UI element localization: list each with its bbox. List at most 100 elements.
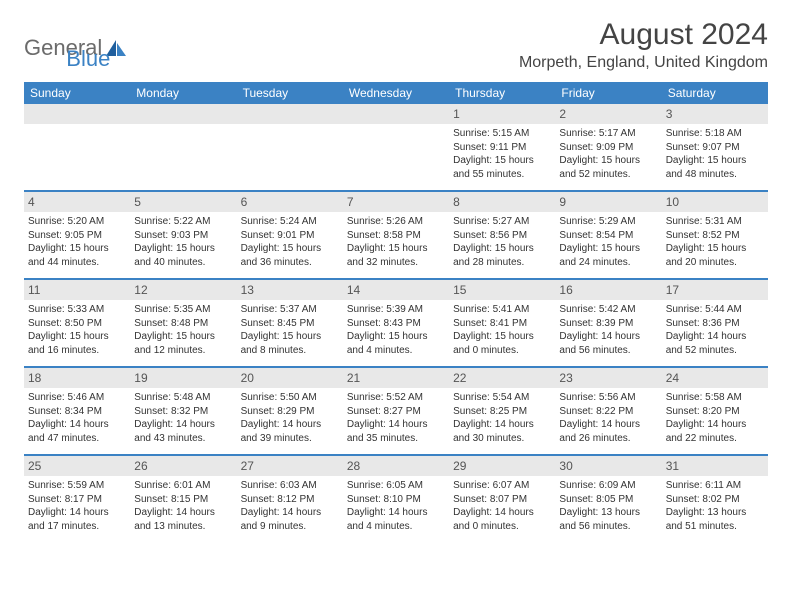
sunset-line: Sunset: 8:52 PM xyxy=(666,229,764,243)
day-cell: 7Sunrise: 5:26 AMSunset: 8:58 PMDaylight… xyxy=(343,192,449,278)
sunset-line: Sunset: 8:54 PM xyxy=(559,229,657,243)
sunrise-line: Sunrise: 5:48 AM xyxy=(134,391,232,405)
daylight-line: Daylight: 15 hours and 55 minutes. xyxy=(453,154,551,181)
sunrise-line: Sunrise: 5:44 AM xyxy=(666,303,764,317)
day-of-week-header: SundayMondayTuesdayWednesdayThursdayFrid… xyxy=(24,82,768,104)
sunrise-line: Sunrise: 5:50 AM xyxy=(241,391,339,405)
day-cell: 20Sunrise: 5:50 AMSunset: 8:29 PMDayligh… xyxy=(237,368,343,454)
sunrise-line: Sunrise: 5:54 AM xyxy=(453,391,551,405)
week-row: 18Sunrise: 5:46 AMSunset: 8:34 PMDayligh… xyxy=(24,368,768,454)
daylight-line: Daylight: 13 hours and 51 minutes. xyxy=(666,506,764,533)
logo: General Blue xyxy=(24,24,110,72)
header: General Blue August 2024 Morpeth, Englan… xyxy=(24,18,768,72)
day-cell: 13Sunrise: 5:37 AMSunset: 8:45 PMDayligh… xyxy=(237,280,343,366)
daylight-line: Daylight: 14 hours and 26 minutes. xyxy=(559,418,657,445)
day-cell: 2Sunrise: 5:17 AMSunset: 9:09 PMDaylight… xyxy=(555,104,661,190)
day-number: 27 xyxy=(237,456,343,476)
sunrise-line: Sunrise: 5:56 AM xyxy=(559,391,657,405)
day-cell: 11Sunrise: 5:33 AMSunset: 8:50 PMDayligh… xyxy=(24,280,130,366)
sunrise-line: Sunrise: 6:05 AM xyxy=(347,479,445,493)
daylight-line: Daylight: 14 hours and 43 minutes. xyxy=(134,418,232,445)
day-cell: 30Sunrise: 6:09 AMSunset: 8:05 PMDayligh… xyxy=(555,456,661,542)
sunset-line: Sunset: 9:07 PM xyxy=(666,141,764,155)
dow-cell: Tuesday xyxy=(237,82,343,104)
day-number: 30 xyxy=(555,456,661,476)
daylight-line: Daylight: 14 hours and 4 minutes. xyxy=(347,506,445,533)
sunrise-line: Sunrise: 6:07 AM xyxy=(453,479,551,493)
dow-cell: Monday xyxy=(130,82,236,104)
sunrise-line: Sunrise: 5:24 AM xyxy=(241,215,339,229)
sunset-line: Sunset: 9:05 PM xyxy=(28,229,126,243)
sunset-line: Sunset: 8:27 PM xyxy=(347,405,445,419)
sunrise-line: Sunrise: 6:03 AM xyxy=(241,479,339,493)
daylight-line: Daylight: 14 hours and 9 minutes. xyxy=(241,506,339,533)
sunrise-line: Sunrise: 5:31 AM xyxy=(666,215,764,229)
day-cell xyxy=(237,104,343,190)
week-row: 4Sunrise: 5:20 AMSunset: 9:05 PMDaylight… xyxy=(24,192,768,278)
sunset-line: Sunset: 8:41 PM xyxy=(453,317,551,331)
week-row: 11Sunrise: 5:33 AMSunset: 8:50 PMDayligh… xyxy=(24,280,768,366)
sunset-line: Sunset: 9:03 PM xyxy=(134,229,232,243)
sunset-line: Sunset: 8:56 PM xyxy=(453,229,551,243)
daylight-line: Daylight: 15 hours and 36 minutes. xyxy=(241,242,339,269)
sunrise-line: Sunrise: 5:18 AM xyxy=(666,127,764,141)
daylight-line: Daylight: 15 hours and 48 minutes. xyxy=(666,154,764,181)
sunrise-line: Sunrise: 5:42 AM xyxy=(559,303,657,317)
day-number: 4 xyxy=(24,192,130,212)
dow-cell: Saturday xyxy=(662,82,768,104)
day-number: 9 xyxy=(555,192,661,212)
daylight-line: Daylight: 13 hours and 56 minutes. xyxy=(559,506,657,533)
day-number: 1 xyxy=(449,104,555,124)
daylight-line: Daylight: 15 hours and 40 minutes. xyxy=(134,242,232,269)
daylight-line: Daylight: 15 hours and 0 minutes. xyxy=(453,330,551,357)
daylight-line: Daylight: 15 hours and 8 minutes. xyxy=(241,330,339,357)
day-number: 2 xyxy=(555,104,661,124)
day-cell: 29Sunrise: 6:07 AMSunset: 8:07 PMDayligh… xyxy=(449,456,555,542)
day-number: 10 xyxy=(662,192,768,212)
sunset-line: Sunset: 9:09 PM xyxy=(559,141,657,155)
day-cell: 1Sunrise: 5:15 AMSunset: 9:11 PMDaylight… xyxy=(449,104,555,190)
daylight-line: Daylight: 14 hours and 35 minutes. xyxy=(347,418,445,445)
logo-text-blue: Blue xyxy=(66,46,110,72)
sunrise-line: Sunrise: 5:46 AM xyxy=(28,391,126,405)
day-number: 17 xyxy=(662,280,768,300)
daylight-line: Daylight: 14 hours and 22 minutes. xyxy=(666,418,764,445)
day-number xyxy=(24,104,130,124)
day-cell: 25Sunrise: 5:59 AMSunset: 8:17 PMDayligh… xyxy=(24,456,130,542)
day-number: 14 xyxy=(343,280,449,300)
day-cell: 14Sunrise: 5:39 AMSunset: 8:43 PMDayligh… xyxy=(343,280,449,366)
sunrise-line: Sunrise: 5:15 AM xyxy=(453,127,551,141)
day-number xyxy=(343,104,449,124)
day-number: 3 xyxy=(662,104,768,124)
day-cell: 16Sunrise: 5:42 AMSunset: 8:39 PMDayligh… xyxy=(555,280,661,366)
day-number: 24 xyxy=(662,368,768,388)
day-number: 21 xyxy=(343,368,449,388)
sunset-line: Sunset: 8:39 PM xyxy=(559,317,657,331)
day-number xyxy=(237,104,343,124)
dow-cell: Friday xyxy=(555,82,661,104)
sunrise-line: Sunrise: 5:35 AM xyxy=(134,303,232,317)
dow-cell: Thursday xyxy=(449,82,555,104)
sunset-line: Sunset: 8:02 PM xyxy=(666,493,764,507)
day-cell: 9Sunrise: 5:29 AMSunset: 8:54 PMDaylight… xyxy=(555,192,661,278)
day-number: 20 xyxy=(237,368,343,388)
day-cell: 8Sunrise: 5:27 AMSunset: 8:56 PMDaylight… xyxy=(449,192,555,278)
day-cell: 27Sunrise: 6:03 AMSunset: 8:12 PMDayligh… xyxy=(237,456,343,542)
day-number: 22 xyxy=(449,368,555,388)
sunrise-line: Sunrise: 6:11 AM xyxy=(666,479,764,493)
sunrise-line: Sunrise: 5:52 AM xyxy=(347,391,445,405)
sunset-line: Sunset: 9:01 PM xyxy=(241,229,339,243)
dow-cell: Wednesday xyxy=(343,82,449,104)
sunset-line: Sunset: 8:17 PM xyxy=(28,493,126,507)
sunrise-line: Sunrise: 6:01 AM xyxy=(134,479,232,493)
day-number: 28 xyxy=(343,456,449,476)
sunset-line: Sunset: 8:15 PM xyxy=(134,493,232,507)
day-cell: 5Sunrise: 5:22 AMSunset: 9:03 PMDaylight… xyxy=(130,192,236,278)
daylight-line: Daylight: 15 hours and 12 minutes. xyxy=(134,330,232,357)
day-number xyxy=(130,104,236,124)
day-cell: 22Sunrise: 5:54 AMSunset: 8:25 PMDayligh… xyxy=(449,368,555,454)
daylight-line: Daylight: 14 hours and 0 minutes. xyxy=(453,506,551,533)
daylight-line: Daylight: 14 hours and 56 minutes. xyxy=(559,330,657,357)
day-number: 12 xyxy=(130,280,236,300)
sunrise-line: Sunrise: 5:33 AM xyxy=(28,303,126,317)
